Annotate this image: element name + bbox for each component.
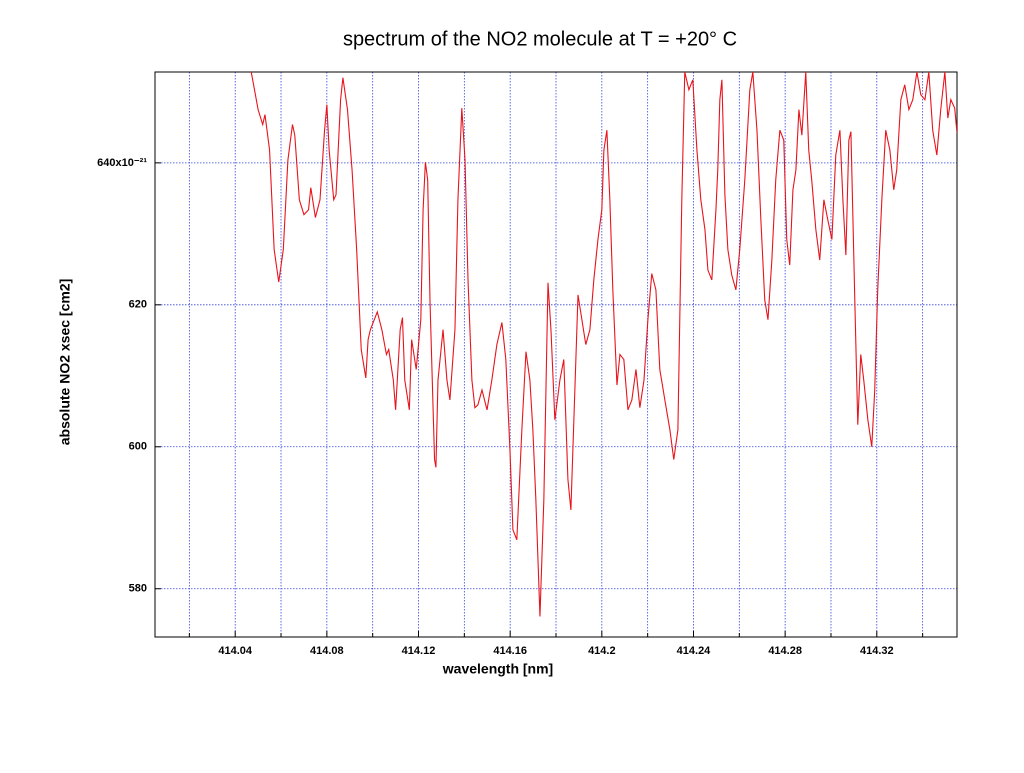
x-tick-label: 414.08	[310, 645, 344, 657]
y-axis-label: absolute NO2 xsec [cm2]	[57, 279, 73, 446]
plot-frame	[154, 71, 958, 638]
y-tick-label: 600	[129, 441, 147, 453]
x-axis-label: wavelength [nm]	[442, 661, 553, 677]
x-tick-label: 414.16	[493, 645, 527, 657]
x-tick-label: 414.2	[588, 645, 616, 657]
spectrum-line	[250, 72, 957, 617]
y-tick-label: 620	[129, 299, 147, 311]
plot-area	[250, 72, 957, 617]
x-tick-label: 414.28	[768, 645, 802, 657]
y-tick-label: 640x10⁻²¹	[97, 157, 147, 169]
x-tick-label: 414.32	[860, 645, 894, 657]
x-tick-label: 414.24	[677, 645, 712, 657]
x-tick-label: 414.04	[218, 645, 253, 657]
y-tick-label: 580	[129, 583, 147, 595]
chart-title: spectrum of the NO2 molecule at T = +20°…	[343, 28, 737, 50]
x-tick-label: 414.12	[402, 645, 436, 657]
